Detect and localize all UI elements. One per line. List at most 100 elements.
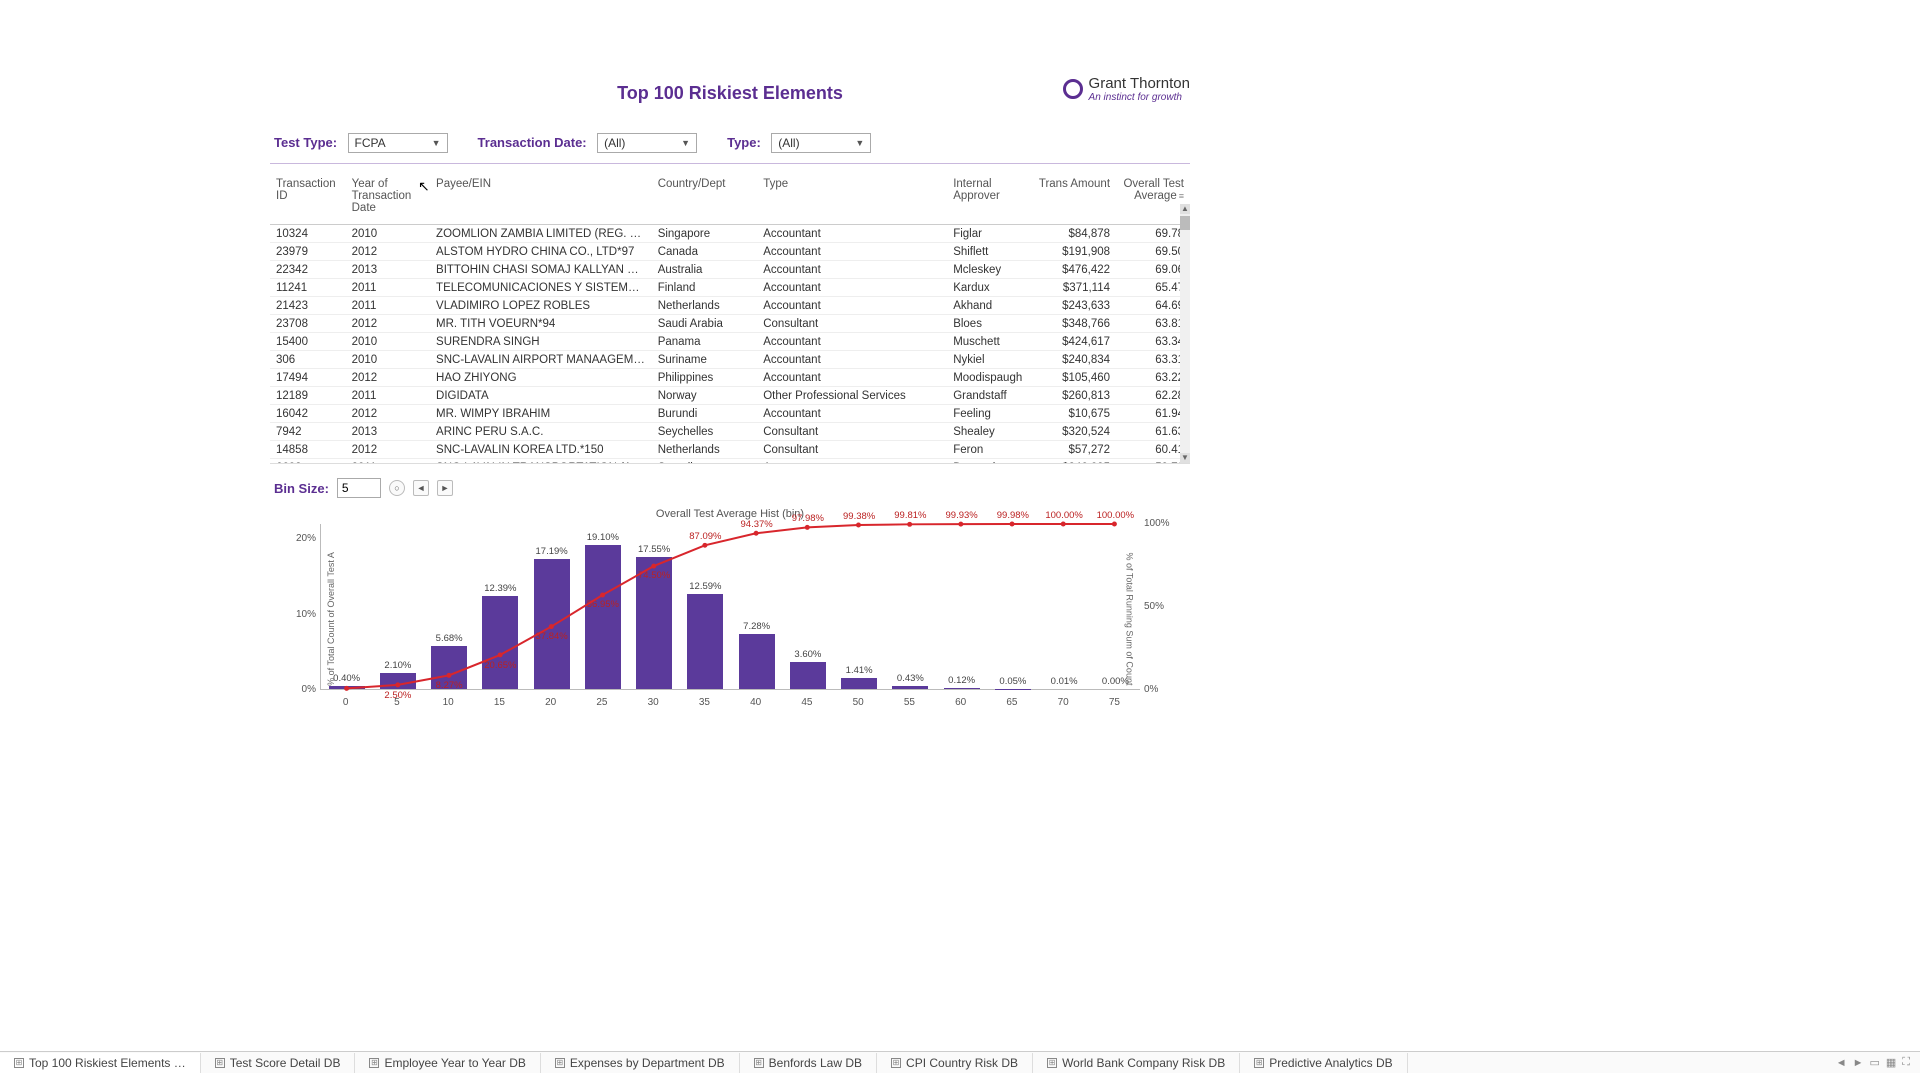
histogram-chart: % of Total Count of Overall Test A % of …: [270, 524, 1190, 714]
cell-avg: 65.47: [1116, 279, 1190, 297]
cell-avg: 63.34: [1116, 333, 1190, 351]
tab-nav-next[interactable]: ►: [1853, 1057, 1864, 1069]
cell-payee: SNC-LAVALIN TRANSPORTATION (AUST…: [430, 459, 652, 465]
bin-next-button[interactable]: ►: [437, 480, 453, 496]
cell-year: 2013: [346, 423, 430, 441]
table-row[interactable]: 160422012MR. WIMPY IBRAHIMBurundiAccount…: [270, 405, 1190, 423]
type-dropdown[interactable]: (All) ▼: [771, 133, 871, 153]
cell-payee: SNC-LAVALIN AIRPORT MANAAGEMENT …: [430, 351, 652, 369]
cell-type: Accountant: [757, 279, 947, 297]
sheet-tab-label: CPI Country Risk DB: [906, 1056, 1018, 1070]
table-row[interactable]: 66022011SNC-LAVALIN TRANSPORTATION (AUST…: [270, 459, 1190, 465]
sheet-tab[interactable]: ⊞ CPI Country Risk DB: [877, 1053, 1033, 1073]
sheet-tab-label: Expenses by Department DB: [570, 1056, 725, 1070]
cell-amt: $84,878: [1032, 225, 1116, 243]
column-header-year[interactable]: Year of Transaction Date: [346, 174, 430, 225]
table-row[interactable]: 237082012MR. TITH VOEURN*94Saudi ArabiaC…: [270, 315, 1190, 333]
table-row[interactable]: 154002010SURENDRA SINGHPanamaAccountantM…: [270, 333, 1190, 351]
cell-appr: Grandstaff: [947, 387, 1031, 405]
column-header-id[interactable]: Transaction ID: [270, 174, 346, 225]
page-title: Top 100 Riskiest Elements: [270, 75, 1190, 104]
cell-ctry: Australia: [652, 261, 758, 279]
bin-prev-button[interactable]: ◄: [413, 480, 429, 496]
column-header-amt[interactable]: Trans Amount: [1032, 174, 1116, 225]
cell-appr: Akhand: [947, 297, 1031, 315]
filter-transaction-date: Transaction Date: (All) ▼: [478, 133, 698, 153]
column-header-ctry[interactable]: Country/Dept: [652, 174, 758, 225]
table-row[interactable]: 174942012HAO ZHIYONGPhilippinesAccountan…: [270, 369, 1190, 387]
cell-amt: $320,524: [1032, 423, 1116, 441]
presentation-icon[interactable]: ⛶: [1902, 1056, 1910, 1069]
cell-payee: MR. TITH VOEURN*94: [430, 315, 652, 333]
table-row[interactable]: 103242010ZOOMLION ZAMBIA LIMITED (REG. N…: [270, 225, 1190, 243]
column-header-appr[interactable]: Internal Approver: [947, 174, 1031, 225]
brand-tagline: An instinct for growth: [1089, 92, 1190, 103]
table-row[interactable]: 112412011TELECOMUNICACIONES Y SISTEMAS S…: [270, 279, 1190, 297]
table-row[interactable]: 239792012ALSTOM HYDRO CHINA CO., LTD*97C…: [270, 243, 1190, 261]
table-row[interactable]: 3062010SNC-LAVALIN AIRPORT MANAAGEMENT ……: [270, 351, 1190, 369]
y-right-tick: 50%: [1144, 601, 1184, 612]
column-header-payee[interactable]: Payee/EIN: [430, 174, 652, 225]
show-filmstrip-icon[interactable]: ▭: [1869, 1056, 1879, 1069]
cell-id: 15400: [270, 333, 346, 351]
cell-id: 21423: [270, 297, 346, 315]
cell-appr: Moodispaugh: [947, 369, 1031, 387]
cumulative-label: 99.38%: [843, 511, 875, 522]
cumulative-label: 100.00%: [1097, 510, 1135, 521]
column-header-avg[interactable]: Overall Test Average≡: [1116, 174, 1190, 225]
table-row[interactable]: 121892011DIGIDATANorwayOther Professiona…: [270, 387, 1190, 405]
scroll-up-icon[interactable]: ▲: [1180, 204, 1190, 214]
cell-year: 2012: [346, 243, 430, 261]
table-row[interactable]: 214232011VLADIMIRO LOPEZ ROBLESNetherlan…: [270, 297, 1190, 315]
scroll-down-icon[interactable]: ▼: [1180, 453, 1190, 463]
cell-amt: $243,633: [1032, 297, 1116, 315]
worksheet-icon: ⊞: [891, 1058, 901, 1068]
cell-type: Accountant: [757, 261, 947, 279]
sheet-tab[interactable]: ⊞World Bank Company Risk DB: [1033, 1053, 1240, 1073]
table-row[interactable]: 79422013ARINC PERU S.A.C.SeychellesConsu…: [270, 423, 1190, 441]
sheet-tab-label: World Bank Company Risk DB: [1062, 1056, 1225, 1070]
cell-year: 2012: [346, 369, 430, 387]
y-left-tick: 0%: [276, 684, 316, 695]
sheet-tab[interactable]: ⊞Employee Year to Year DB: [355, 1053, 540, 1073]
tabs-right-controls: ◄ ► ▭ ▦ ⛶: [1836, 1056, 1920, 1069]
cell-appr: Shealey: [947, 423, 1031, 441]
cell-amt: $260,813: [1032, 387, 1116, 405]
sheet-tab[interactable]: ⊞Top 100 Riskiest Elements …: [0, 1053, 201, 1073]
cell-ctry: Burundi: [652, 405, 758, 423]
cell-ctry: Norway: [652, 387, 758, 405]
table-row[interactable]: 223422013BITTOHIN CHASI SOMAJ KALLYAN SA…: [270, 261, 1190, 279]
cell-ctry: Suriname: [652, 351, 758, 369]
bin-reset-button[interactable]: ○: [389, 480, 405, 496]
cell-id: 17494: [270, 369, 346, 387]
cell-appr: Demosthenes: [947, 459, 1031, 465]
cell-avg: 63.31: [1116, 351, 1190, 369]
cell-year: 2011: [346, 387, 430, 405]
bin-size-input[interactable]: [337, 478, 381, 498]
cumulative-label: 100.00%: [1045, 510, 1083, 521]
tab-nav-prev[interactable]: ◄: [1836, 1057, 1847, 1069]
test-type-dropdown[interactable]: FCPA ▼: [348, 133, 448, 153]
sheet-tab-label: Employee Year to Year DB: [384, 1056, 525, 1070]
transaction-date-dropdown[interactable]: (All) ▼: [597, 133, 697, 153]
chart-plot-area[interactable]: 0.40%2.10%2.50%5.68%8.27%12.39%20.65%17.…: [320, 524, 1140, 690]
sheet-tab[interactable]: ⊞Test Score Detail DB: [201, 1053, 356, 1073]
x-tick: 65: [1006, 697, 1017, 708]
dashboard: Top 100 Riskiest Elements Grant Thornton…: [270, 75, 1190, 714]
cell-amt: $424,617: [1032, 333, 1116, 351]
y-left-tick: 20%: [276, 533, 316, 544]
x-tick: 40: [750, 697, 761, 708]
sheet-tab[interactable]: ⊞Predictive Analytics DB: [1240, 1053, 1407, 1073]
table-row[interactable]: 148582012SNC-LAVALIN KOREA LTD.*150Nethe…: [270, 441, 1190, 459]
cell-payee: TELECOMUNICACIONES Y SISTEMAS S…: [430, 279, 652, 297]
cell-year: 2011: [346, 459, 430, 465]
scroll-thumb[interactable]: [1180, 216, 1190, 230]
column-header-type[interactable]: Type: [757, 174, 947, 225]
cell-avg: 69.06: [1116, 261, 1190, 279]
cell-id: 23979: [270, 243, 346, 261]
show-sheets-icon[interactable]: ▦: [1886, 1056, 1896, 1069]
sheet-tab[interactable]: ⊞Benfords Law DB: [740, 1053, 877, 1073]
cell-type: Other Professional Services: [757, 387, 947, 405]
sheet-tab[interactable]: ⊞Expenses by Department DB: [541, 1053, 740, 1073]
table-scrollbar[interactable]: ▲ ▼: [1180, 204, 1190, 463]
